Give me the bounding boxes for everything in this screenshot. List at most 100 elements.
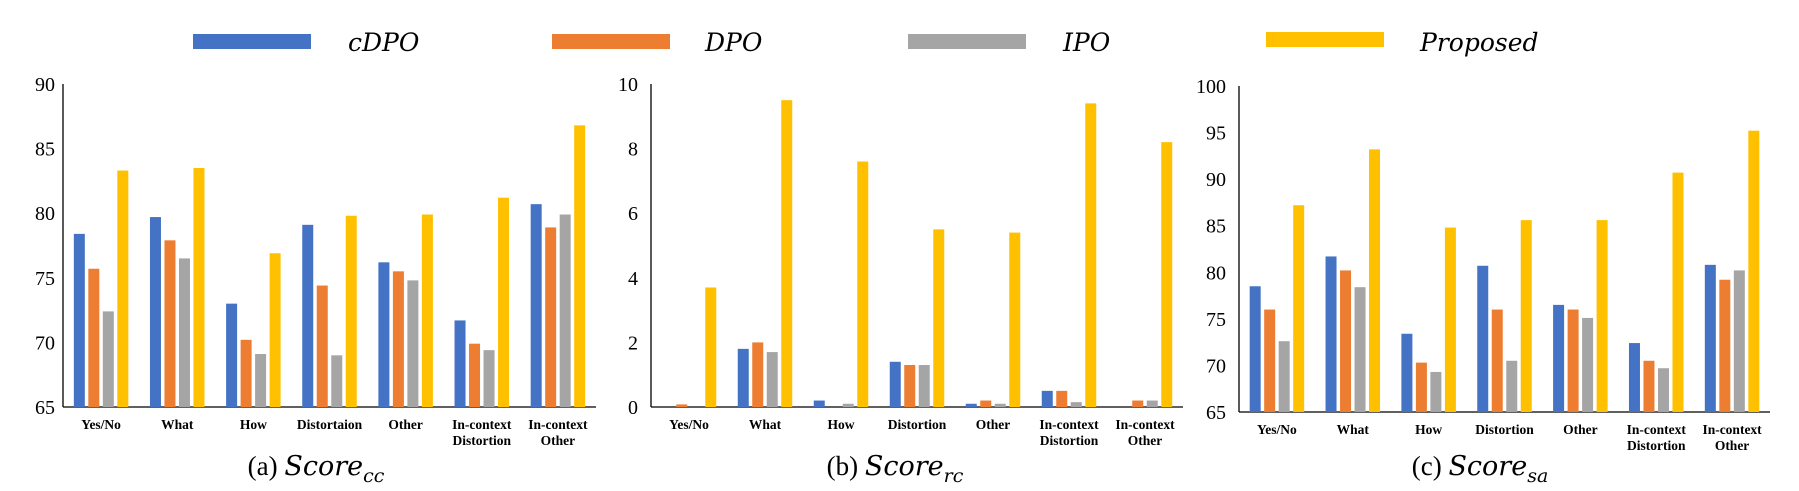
bar-dpo-in-context-distortion: [1056, 390, 1068, 407]
x-tick-label-what: What: [1337, 422, 1370, 437]
bar-ipo-distortion: [1506, 360, 1518, 412]
legend-label-ipo: IPO: [1062, 28, 1110, 57]
legend-swatch-proposed: [1266, 32, 1384, 47]
x-tick-label-how: How: [240, 417, 267, 432]
bar-dpo-distortion: [904, 365, 916, 407]
bar-cdpo-yes-no: [1249, 286, 1261, 412]
bar-proposed-in-context-distortion: [498, 197, 510, 407]
bar-cdpo-how: [813, 400, 825, 407]
bar-cdpo-how: [226, 303, 238, 407]
bar-proposed-in-context-other: [1748, 130, 1760, 413]
bar-ipo-distortion: [918, 365, 930, 407]
bar-dpo-in-context-other: [1719, 279, 1731, 412]
y-tick-label: 65: [35, 397, 55, 419]
legend-swatch-cdpo: [193, 34, 311, 49]
y-tick-label: 85: [35, 139, 55, 161]
y-tick-label: 90: [1206, 169, 1226, 191]
y-tick-label: 95: [1206, 123, 1226, 145]
bar-dpo-how: [240, 339, 252, 407]
y-tick-label: 75: [35, 268, 55, 290]
chart-caption: (a) Scorecc: [248, 451, 385, 487]
bar-proposed-in-context-distortion: [1672, 172, 1684, 412]
bar-ipo-other: [994, 403, 1006, 407]
bar-dpo-other: [392, 271, 404, 407]
y-tick-label: 75: [1206, 309, 1226, 331]
bar-ipo-what: [178, 258, 190, 407]
bar-dpo-what: [752, 342, 764, 407]
bar-proposed-how: [857, 161, 869, 407]
x-tick-label-in-context-other: In-context Other: [1115, 417, 1175, 448]
bar-dpo-distortion: [1491, 309, 1503, 412]
bar-proposed-what: [781, 100, 793, 408]
x-tick-label-in-context-other: In-context Other: [1702, 422, 1762, 453]
bar-proposed-what: [193, 167, 205, 407]
bar-dpo-yes-no: [676, 404, 688, 407]
y-tick-label: 6: [628, 203, 638, 225]
x-tick-label-other: Other: [1563, 422, 1598, 437]
bar-ipo-how: [842, 403, 854, 407]
y-tick-label: 100: [1196, 76, 1226, 98]
bar-dpo-in-context-other: [545, 227, 557, 407]
bar-ipo-other: [1582, 317, 1594, 412]
x-tick-label-other: Other: [388, 417, 423, 432]
bar-ipo-how: [255, 354, 267, 407]
bar-ipo-in-context-distortion: [1070, 402, 1082, 407]
bar-proposed-in-context-distortion: [1085, 103, 1097, 407]
chart-score-rc: 0 2 4 6 8 10 Yes/No What How Distortion Other In-co…: [618, 74, 1183, 487]
x-tick-label-in-context-other: In-context Other: [528, 417, 588, 448]
bar-proposed-in-context-other: [1161, 142, 1173, 407]
bar-dpo-in-context-other: [1132, 400, 1144, 407]
bar-cdpo-other: [1553, 304, 1565, 412]
x-tick-label-how: How: [828, 417, 855, 432]
bar-cdpo-in-context-other: [1704, 264, 1716, 412]
bar-cdpo-in-context-other: [530, 204, 542, 407]
bar-dpo-what: [1340, 270, 1352, 412]
bar-proposed-distortion: [1520, 220, 1532, 412]
bar-dpo-yes-no: [88, 268, 100, 407]
bar-proposed-distortaion: [345, 215, 357, 407]
bar-ipo-in-context-distortion: [1657, 368, 1669, 412]
bar-cdpo-what: [149, 217, 161, 407]
bar-cdpo-other: [965, 403, 977, 407]
x-tick-label-in-context-distortion: In-context Distortion: [452, 417, 512, 448]
bar-cdpo-distortion: [1477, 265, 1489, 412]
chart-caption: (c) Scoresa: [1412, 451, 1549, 487]
y-tick-label: 80: [1206, 262, 1226, 284]
y-tick-label: 80: [35, 203, 55, 225]
bar-cdpo-yes-no: [73, 233, 85, 407]
bar-ipo-in-context-other: [559, 214, 571, 407]
x-tick-label-yes-no: Yes/No: [1257, 422, 1297, 437]
bar-proposed-how: [269, 253, 281, 407]
y-tick-label: 8: [628, 139, 638, 161]
bar-dpo-yes-no: [1264, 309, 1276, 412]
bar-dpo-in-context-distortion: [1643, 360, 1655, 412]
bar-dpo-other: [1567, 309, 1579, 412]
x-tick-label-yes-no: Yes/No: [81, 417, 121, 432]
bar-proposed-what: [1369, 149, 1381, 412]
y-tick-label: 0: [628, 397, 638, 419]
y-tick-label: 2: [628, 332, 638, 354]
y-tick-label: 85: [1206, 216, 1226, 238]
legend-swatch-dpo: [552, 34, 670, 49]
bar-cdpo-how: [1401, 333, 1413, 412]
x-tick-label-what: What: [749, 417, 782, 432]
x-tick-label-distortion: Distortion: [888, 417, 947, 432]
legend-label-proposed: Proposed: [1419, 28, 1539, 57]
bar-dpo-how: [1415, 362, 1427, 412]
bar-ipo-how: [1430, 371, 1442, 412]
bar-proposed-other: [1009, 232, 1021, 407]
bar-ipo-what: [1354, 287, 1366, 412]
bar-cdpo-distortaion: [302, 224, 314, 407]
bar-dpo-distortaion: [316, 285, 328, 407]
bar-proposed-other: [1596, 220, 1608, 412]
bar-dpo-what: [164, 240, 176, 407]
bar-ipo-other: [407, 280, 419, 407]
bar-ipo-yes-no: [102, 311, 114, 407]
bar-dpo-other: [980, 400, 992, 407]
bar-proposed-distortion: [933, 229, 945, 407]
legend-swatch-ipo: [908, 34, 1026, 49]
legend-label-dpo: DPO: [704, 28, 762, 57]
y-tick-label: 70: [1206, 355, 1226, 377]
bar-proposed-yes-no: [705, 287, 717, 407]
